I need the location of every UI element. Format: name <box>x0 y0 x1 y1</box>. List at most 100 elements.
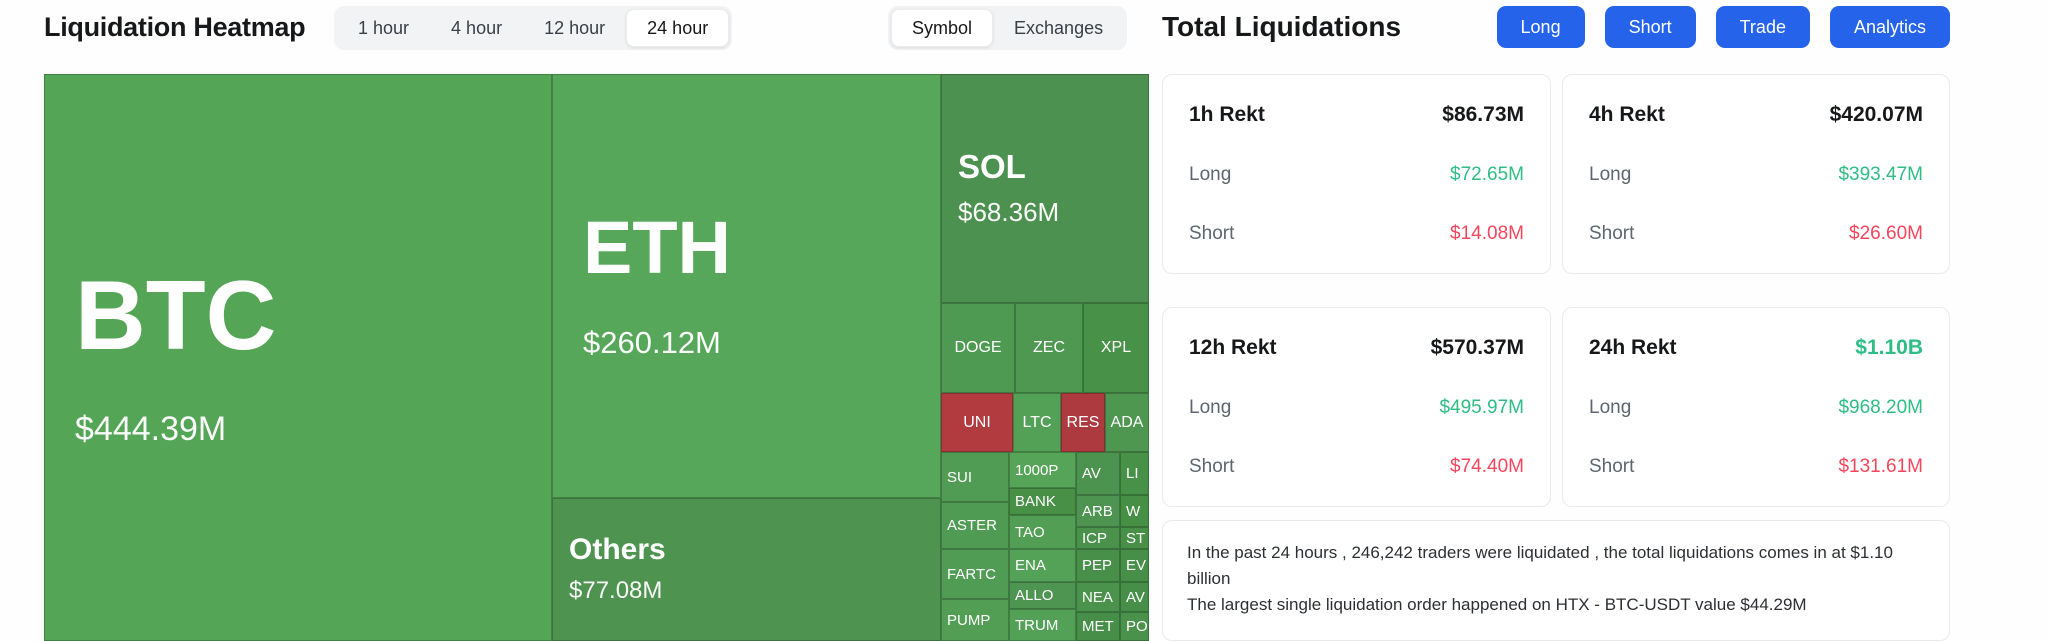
long-label: Long <box>1189 164 1232 185</box>
card-total: $1.10B <box>1855 336 1923 359</box>
total-liquidations-title: Total Liquidations <box>1162 11 1402 42</box>
cell-symbol: SUI <box>947 468 973 486</box>
stat-card-4h-rekt: 4h Rekt $420.07M Long $393.47M Short $26… <box>1562 74 1950 274</box>
liquidation-treemap: BTC $444.39M ETH $260.12M Others $77.08M… <box>44 74 1149 641</box>
heatmap-cell-sui[interactable]: SUI <box>941 452 1009 502</box>
heatmap-cell-nea[interactable]: NEA <box>1076 582 1120 612</box>
heatmap-cell-xpl[interactable]: XPL <box>1083 303 1149 393</box>
cell-symbol: EV <box>1126 557 1147 574</box>
time-range-4-hour[interactable]: 4 hour <box>430 9 523 47</box>
short-value: $14.08M <box>1450 223 1524 244</box>
heatmap-cell-av[interactable]: AV <box>1076 452 1120 495</box>
cell-symbol: ETH <box>583 206 731 289</box>
short-value: $131.61M <box>1838 456 1923 477</box>
cell-symbol: PUMP <box>947 611 991 629</box>
heatmap-cell-av-2[interactable]: AV <box>1120 582 1149 612</box>
heatmap-cell-ena[interactable]: ENA <box>1009 549 1076 582</box>
cell-symbol: UNI <box>963 413 991 431</box>
cell-symbol: ASTER <box>947 517 998 534</box>
page-title: Liquidation Heatmap <box>44 12 306 42</box>
heatmap-cell-ev[interactable]: EV <box>1120 549 1149 582</box>
card-total: $420.07M <box>1829 103 1923 126</box>
heatmap-cell-bank[interactable]: BANK <box>1009 488 1076 515</box>
time-range-1-hour[interactable]: 1 hour <box>337 9 430 47</box>
cell-symbol: ADA <box>1110 413 1144 431</box>
cell-symbol: RES <box>1066 413 1100 431</box>
heatmap-cell-fartc[interactable]: FARTC <box>941 549 1009 599</box>
cell-symbol: SOL <box>958 147 1026 185</box>
card-total: $570.37M <box>1430 336 1524 359</box>
heatmap-cell-st[interactable]: ST <box>1120 527 1149 549</box>
long-value: $393.47M <box>1838 164 1923 185</box>
heatmap-cell-doge[interactable]: DOGE <box>941 303 1015 393</box>
header-actions: Long Short Trade Analytics <box>1496 6 1950 48</box>
heatmap-cell-eth[interactable]: ETH $260.12M <box>552 74 941 498</box>
summary-line-1: In the past 24 hours , 246,242 traders w… <box>1187 543 1893 588</box>
heatmap-cell-tao[interactable]: TAO <box>1009 515 1076 549</box>
heatmap-cell-ltc[interactable]: LTC <box>1013 393 1061 452</box>
long-value: $968.20M <box>1838 397 1923 418</box>
cell-symbol: ICP <box>1082 529 1108 547</box>
card-title: 1h Rekt <box>1189 103 1265 126</box>
analytics-button[interactable]: Analytics <box>1829 6 1950 48</box>
heatmap-cell-res[interactable]: RES <box>1061 393 1105 452</box>
cell-symbol: ARB <box>1082 502 1113 520</box>
card-title: 24h Rekt <box>1589 336 1677 359</box>
cell-symbol: XPL <box>1100 339 1132 356</box>
heatmap-cell-trum[interactable]: TRUM <box>1009 609 1076 641</box>
card-title: 12h Rekt <box>1189 336 1277 359</box>
summary-card: In the past 24 hours , 246,242 traders w… <box>1162 520 1950 641</box>
cell-symbol: PEP <box>1082 557 1113 574</box>
card-total: $86.73M <box>1442 103 1524 126</box>
heatmap-cell-aster[interactable]: ASTER <box>941 502 1009 549</box>
short-button[interactable]: Short <box>1604 6 1696 48</box>
cell-value: $444.39M <box>75 410 227 448</box>
heatmap-cell-li[interactable]: LI <box>1120 452 1149 495</box>
long-label: Long <box>1189 397 1232 418</box>
time-range-switcher: 1 hour 4 hour 12 hour 24 hour <box>334 6 733 50</box>
short-value: $74.40M <box>1450 456 1524 477</box>
heatmap-cell-w[interactable]: W <box>1120 495 1149 527</box>
cell-symbol: ST <box>1126 529 1146 547</box>
stat-card-1h-rekt: 1h Rekt $86.73M Long $72.65M Short $14.0… <box>1162 74 1551 274</box>
long-button[interactable]: Long <box>1496 6 1585 48</box>
short-value: $26.60M <box>1849 223 1923 244</box>
heatmap-cell-po[interactable]: PO <box>1120 612 1149 641</box>
view-tab-symbol[interactable]: Symbol <box>891 9 994 47</box>
heatmap-cell-others[interactable]: Others $77.08M <box>552 498 941 641</box>
cell-symbol: W <box>1126 502 1141 520</box>
cell-symbol: ZEC <box>1033 339 1065 356</box>
heatmap-cell-sol[interactable]: SOL $68.36M <box>941 74 1149 303</box>
stat-card-12h-rekt: 12h Rekt $570.37M Long $495.97M Short $7… <box>1162 307 1551 507</box>
heatmap-cell-met[interactable]: MET <box>1076 612 1120 641</box>
heatmap-cell-btc[interactable]: BTC $444.39M <box>44 74 552 641</box>
time-range-12-hour[interactable]: 12 hour <box>523 9 626 47</box>
time-range-24-hour[interactable]: 24 hour <box>626 9 730 47</box>
cell-symbol: PO <box>1126 618 1148 635</box>
short-label: Short <box>1189 456 1235 477</box>
view-switcher: Symbol Exchanges <box>888 6 1128 50</box>
long-value: $495.97M <box>1439 397 1524 418</box>
trade-button[interactable]: Trade <box>1715 6 1810 48</box>
cell-value: $260.12M <box>583 325 721 360</box>
heatmap-cell-arb[interactable]: ARB <box>1076 495 1120 527</box>
cell-symbol: AV <box>1126 588 1145 606</box>
long-label: Long <box>1589 164 1632 185</box>
cell-symbol: Others <box>569 532 666 566</box>
card-title: 4h Rekt <box>1589 103 1665 126</box>
cell-value: $77.08M <box>569 576 663 604</box>
cell-symbol: DOGE <box>954 339 1002 356</box>
short-label: Short <box>1189 223 1235 244</box>
heatmap-cell-ada[interactable]: ADA <box>1105 393 1149 452</box>
cell-symbol: BTC <box>75 260 277 370</box>
heatmap-cell-zec[interactable]: ZEC <box>1015 303 1083 393</box>
heatmap-cell-1000p[interactable]: 1000P <box>1009 452 1076 488</box>
view-tab-exchanges[interactable]: Exchanges <box>993 9 1124 47</box>
heatmap-cell-uni[interactable]: UNI <box>941 393 1013 452</box>
heatmap-cell-pep[interactable]: PEP <box>1076 549 1120 582</box>
heatmap-cell-allo[interactable]: ALLO <box>1009 582 1076 609</box>
heatmap-cell-icp[interactable]: ICP <box>1076 527 1120 549</box>
heatmap-cell-pump[interactable]: PUMP <box>941 599 1009 641</box>
stat-card-24h-rekt: 24h Rekt $1.10B Long $968.20M Short $131… <box>1562 307 1950 507</box>
